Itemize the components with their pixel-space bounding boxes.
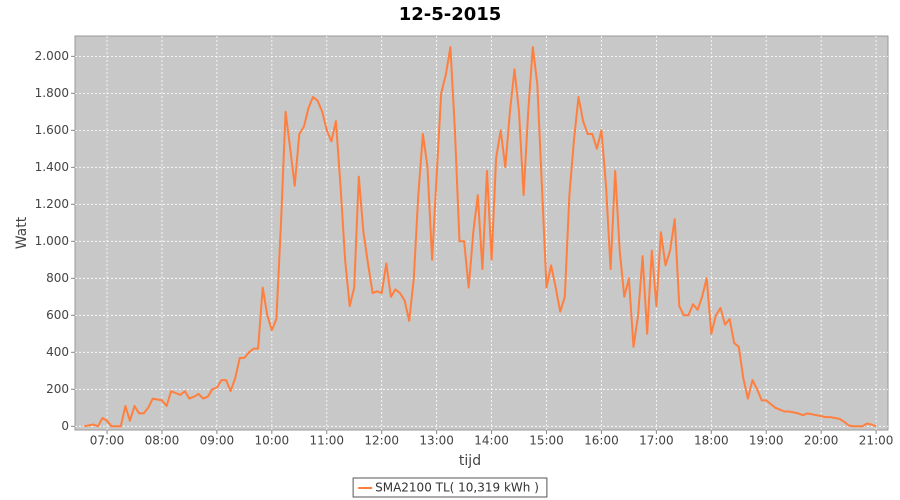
x-tick-label: 07:00 <box>90 434 125 448</box>
y-tick-label: 2.000 <box>35 49 69 63</box>
x-tick-label: 17:00 <box>639 434 674 448</box>
y-tick-label: 600 <box>46 308 69 322</box>
y-tick-label: 200 <box>46 382 69 396</box>
chart-title: 12-5-2015 <box>399 4 502 25</box>
x-tick-label: 20:00 <box>804 434 839 448</box>
legend-label: SMA2100 TL( 10,319 kWh ) <box>375 481 539 495</box>
y-tick-label: 1.200 <box>35 197 69 211</box>
x-tick-label: 08:00 <box>145 434 180 448</box>
x-tick-label: 19:00 <box>749 434 784 448</box>
legend-box <box>352 477 548 498</box>
x-tick-label: 13:00 <box>419 434 454 448</box>
y-tick-label: 400 <box>46 345 69 359</box>
y-tick-label: 1.000 <box>35 234 69 248</box>
x-tick-label: 14:00 <box>474 434 509 448</box>
y-tick-label: 1.400 <box>35 160 69 174</box>
series-line <box>84 46 877 428</box>
x-tick-label: 09:00 <box>200 434 235 448</box>
x-tick-label: 11:00 <box>309 434 344 448</box>
y-tick-label: 800 <box>46 271 69 285</box>
y-tick-label: 1.600 <box>35 123 69 137</box>
plot-area <box>74 35 889 431</box>
x-tick-label: 16:00 <box>584 434 619 448</box>
x-tick-label: 21:00 <box>859 434 894 448</box>
x-tick-label: 18:00 <box>694 434 729 448</box>
y-tick-label: 0 <box>61 419 69 433</box>
x-tick-label: 15:00 <box>529 434 564 448</box>
x-tick-label: 12:00 <box>364 434 399 448</box>
legend: SMA2100 TL( 10,319 kWh ) <box>352 477 548 498</box>
y-tick-label: 1.800 <box>35 86 69 100</box>
y-axis-label: Watt <box>14 216 30 249</box>
x-axis-label: tijd <box>459 453 481 469</box>
x-tick-label: 10:00 <box>255 434 290 448</box>
